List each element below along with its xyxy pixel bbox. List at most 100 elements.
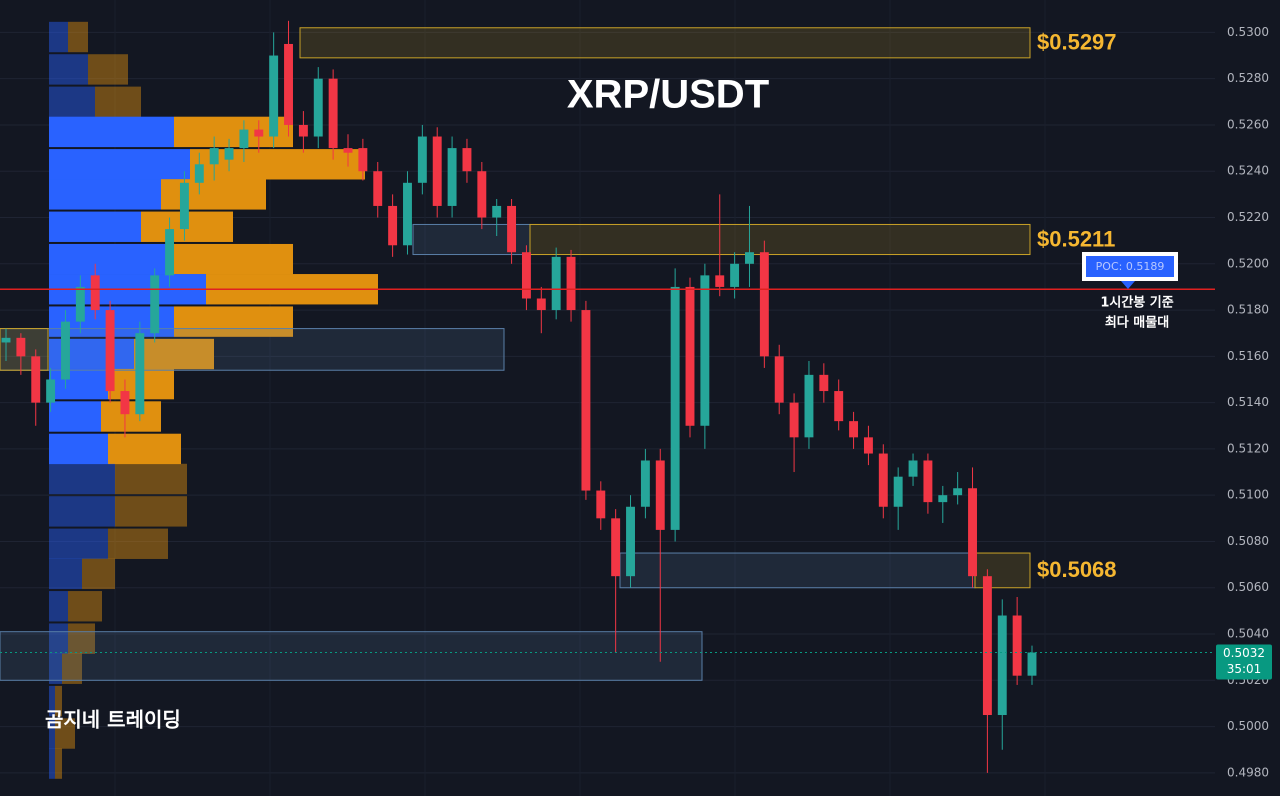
profile-buy	[49, 54, 88, 85]
candle-body	[194, 164, 204, 183]
profile-sell	[55, 718, 75, 749]
y-tick-label: 0.5220	[1227, 210, 1269, 224]
last-price-label: 0.5032	[1223, 646, 1265, 660]
poc-box-inner	[1086, 256, 1174, 277]
watermark: 곰지네 트레이딩	[45, 708, 181, 732]
y-tick-label: 0.4980	[1227, 765, 1269, 779]
profile-buy	[49, 433, 108, 465]
candle-body	[328, 78, 338, 149]
candle-body	[120, 391, 130, 415]
candle-body	[789, 402, 799, 438]
candle-body	[804, 374, 814, 438]
profile-sell	[68, 591, 102, 622]
candle-body	[640, 460, 650, 507]
zone-label: $0.5211	[1037, 226, 1115, 251]
candle-body	[774, 356, 784, 403]
profile-buy	[49, 528, 108, 559]
profile-sell	[134, 338, 214, 370]
candle-body	[611, 518, 621, 577]
candle-body	[284, 43, 293, 125]
y-tick-label: 0.5080	[1227, 534, 1269, 548]
candle-body	[165, 229, 175, 276]
candle-body	[388, 205, 398, 246]
y-tick-label: 0.5060	[1227, 580, 1269, 594]
zone	[619, 552, 976, 589]
candle-body	[209, 148, 219, 165]
profile-buy	[49, 558, 82, 590]
poc-note: 최다 매물대	[1105, 315, 1169, 331]
profile-sell	[115, 496, 187, 527]
profile-buy	[49, 243, 174, 275]
profile-buy	[49, 463, 115, 495]
candle-body	[135, 333, 145, 415]
profile-sell	[55, 748, 62, 779]
candle-body	[655, 460, 665, 530]
profile-buy	[49, 86, 95, 118]
candle-body	[224, 148, 234, 160]
candle-body	[819, 374, 829, 392]
profile-buy	[49, 21, 68, 53]
profile-sell	[108, 433, 181, 465]
y-tick-label: 0.5120	[1227, 441, 1269, 455]
profile-sell	[68, 21, 88, 53]
y-tick-label: 0.5300	[1227, 25, 1269, 39]
y-tick-label: 0.5280	[1227, 71, 1269, 85]
candle-body	[269, 55, 279, 137]
candle-body	[849, 421, 859, 438]
candle-body	[685, 286, 695, 426]
candle-body	[997, 615, 1007, 716]
candle-body	[31, 356, 41, 403]
profile-buy	[49, 116, 174, 148]
candle-body	[923, 460, 933, 503]
profile-buy	[49, 623, 68, 654]
candle-body	[447, 148, 457, 206]
poc-label: POC: 0.5189	[1096, 260, 1165, 273]
candle-body	[1, 337, 11, 343]
profile-sell	[82, 558, 115, 590]
y-tick-label: 0.5040	[1227, 627, 1269, 641]
candle-body	[313, 78, 323, 137]
candle-body	[254, 129, 264, 137]
profile-sell	[95, 86, 141, 118]
candle-body	[417, 136, 427, 183]
profile-sell	[101, 401, 161, 432]
candle-body	[745, 252, 754, 264]
candle-body	[759, 252, 769, 357]
zone	[0, 631, 703, 681]
candle-body	[521, 252, 531, 299]
candle-body	[730, 263, 740, 287]
candle-body	[75, 286, 85, 322]
candle-body	[596, 490, 606, 519]
candle-body	[581, 310, 591, 491]
candle-body	[1027, 652, 1037, 676]
zone-label: $0.5068	[1037, 557, 1117, 582]
zone	[299, 27, 1031, 59]
candle-body	[551, 256, 561, 311]
profile-buy	[49, 685, 55, 717]
candle-body	[105, 310, 115, 392]
candle-body	[46, 379, 56, 403]
profile-sell	[62, 653, 82, 684]
candle-body	[566, 256, 576, 311]
profile-sell	[115, 463, 187, 495]
candle-body	[968, 488, 977, 577]
candle-body	[373, 171, 383, 206]
profile-sell	[174, 306, 293, 337]
y-tick-label: 0.5260	[1227, 117, 1269, 131]
candle-body	[982, 576, 992, 716]
y-tick-label: 0.5160	[1227, 349, 1269, 363]
profile-buy	[49, 211, 141, 242]
candle-body	[953, 488, 963, 496]
candle-body	[403, 182, 412, 246]
candle-body	[670, 286, 680, 530]
candle-body	[536, 298, 546, 311]
candle-body	[90, 275, 100, 311]
candle-body	[715, 275, 725, 287]
candle-body	[834, 391, 844, 422]
candle-body	[16, 337, 26, 357]
profile-buy	[49, 591, 68, 622]
poc-pointer	[1121, 281, 1135, 289]
candle-body	[893, 476, 903, 507]
candle-body	[358, 148, 368, 172]
